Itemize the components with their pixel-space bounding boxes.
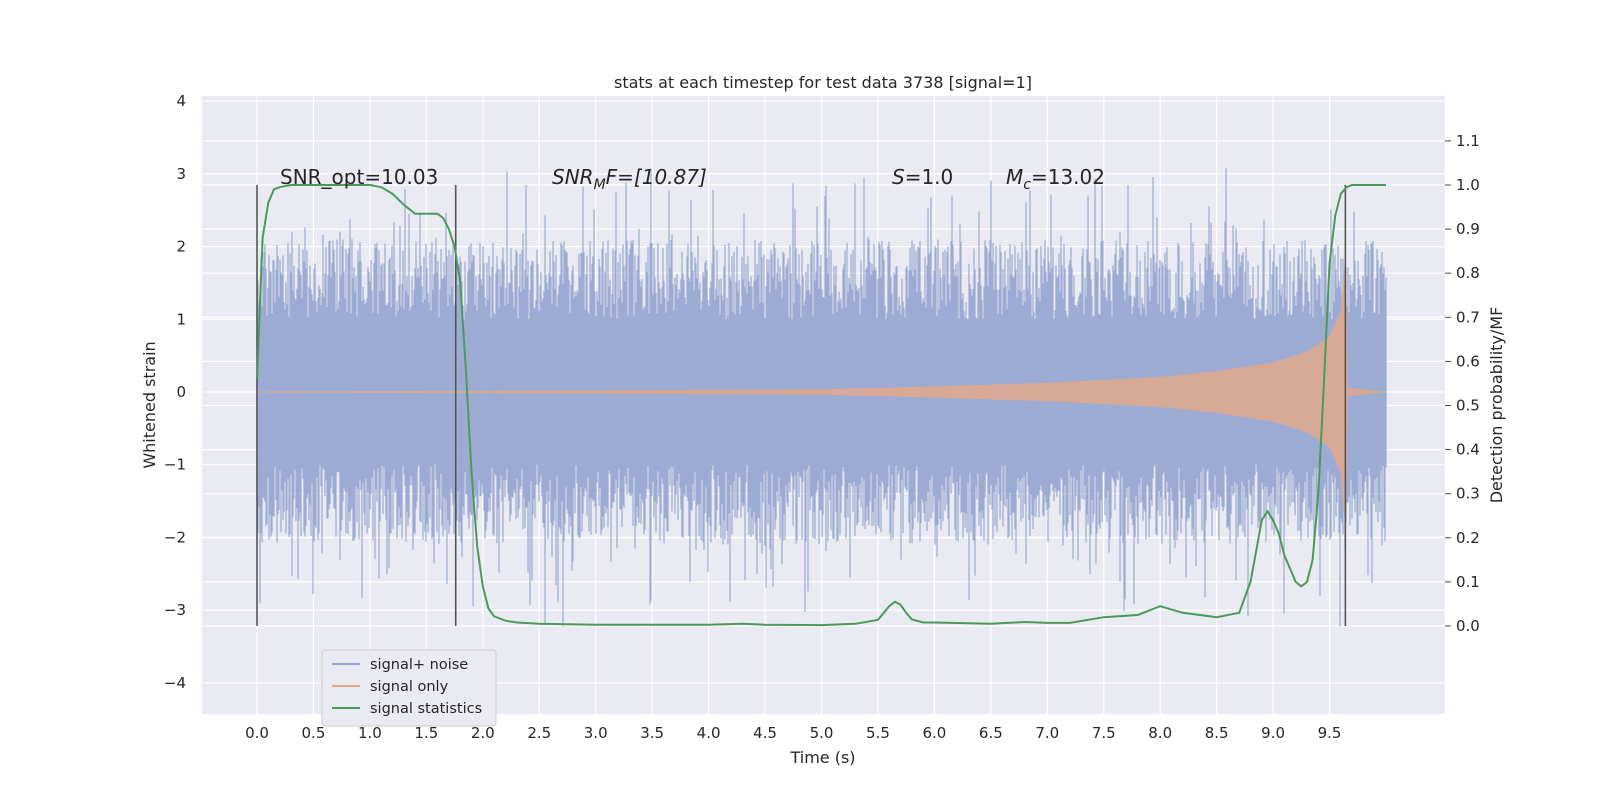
x-tick-label: 1.0 (358, 724, 382, 742)
legend-label-signal-only: signal only (370, 679, 449, 695)
x-tick-label: 4.5 (753, 724, 777, 742)
series-signal-statistics-points (256, 184, 1387, 626)
x-tick-label: 7.0 (1035, 724, 1059, 742)
x-tick-label: 3.5 (640, 724, 664, 742)
y2-tick-label: 0.1 (1456, 573, 1480, 591)
legend-label-signal-plus-noise: signal+ noise (370, 657, 468, 673)
y2-tick-label: 0.5 (1456, 397, 1480, 415)
y2-tick-labels: 1.1 1.0 0.9 0.8 0.7 0.6 0.5 0.4 0.3 0.2 0.1 0.0 (1456, 132, 1480, 635)
x-tick-label: 9.5 (1318, 724, 1342, 742)
annotation-s-italic: S (892, 165, 905, 189)
y2-tick-label: 0.4 (1456, 441, 1480, 459)
y2-tick-label: 1.0 (1456, 176, 1480, 194)
annotation-snr-mf-main: SNR (552, 165, 594, 189)
annotation-snr-mf: SNRMF=[10.87] (552, 165, 707, 193)
annotation-mc-italic: M (1006, 165, 1023, 189)
annotation-snr-mf-sub: M (594, 177, 606, 193)
x-tick-label: 8.0 (1148, 724, 1172, 742)
x-tick-label: 6.0 (922, 724, 946, 742)
signal-only-trace (257, 261, 1387, 523)
y-tick-labels: 4 3 2 1 0 −1 −2 −3 −4 (164, 92, 186, 692)
y-tick-label: 3 (176, 165, 186, 183)
x-tick-label: 6.5 (979, 724, 1003, 742)
y2-tick-label: 0.3 (1456, 485, 1480, 503)
y-axis-title: Whitened strain (140, 341, 159, 468)
y2-tick-label: 0.2 (1456, 529, 1480, 547)
annotation-mc: Mc=13.02 (1006, 165, 1105, 193)
x-tick-label: 1.5 (414, 724, 438, 742)
legend-label-signal-statistics: signal statistics (370, 701, 482, 717)
x-tick-label: 2.0 (471, 724, 495, 742)
y2-tick-label: 0.8 (1456, 264, 1480, 282)
series-signal-only (257, 261, 1387, 523)
y2-tick-label: 1.1 (1456, 132, 1480, 150)
y-tick-label: −1 (164, 456, 186, 474)
x-tick-label: 7.5 (1092, 724, 1116, 742)
chart-title: stats at each timestep for test data 373… (614, 73, 1032, 92)
legend: signal+ noise signal only signal statist… (321, 649, 497, 727)
y2-tick-label: 0.6 (1456, 352, 1480, 370)
annotation-s-rest: =1.0 (905, 165, 954, 189)
annotation-snr-opt: SNR_opt=10.03 (280, 165, 438, 189)
y2-tick-label: 0.7 (1456, 308, 1480, 326)
y2-tick-label: 0.0 (1456, 617, 1480, 635)
x-tick-label: 5.5 (866, 724, 890, 742)
x-tick-labels: 0.0 0.5 1.0 1.5 2.0 2.5 3.0 3.5 4.0 4.5 5.0 5.5 6.0 6… (245, 724, 1341, 742)
x-tick-label: 2.5 (527, 724, 551, 742)
x-tick-label: 0.5 (302, 724, 326, 742)
x-tick-label: 0.0 (245, 724, 269, 742)
x-tick-label: 9.0 (1261, 724, 1285, 742)
x-tick-label: 8.5 (1205, 724, 1229, 742)
y-tick-label: −3 (164, 601, 186, 619)
y2-axis-title: Detection probability/MF (1487, 307, 1506, 504)
x-tick-label: 5.0 (810, 724, 834, 742)
annotation-s: S=1.0 (892, 165, 953, 189)
y-tick-label: 2 (176, 238, 186, 256)
y2-tick-label: 0.9 (1456, 220, 1480, 238)
y-tick-label: −4 (164, 674, 186, 692)
x-tick-label: 3.0 (584, 724, 608, 742)
y-tick-label: 4 (176, 92, 186, 110)
y-tick-label: 0 (176, 383, 186, 401)
y-tick-label: 1 (176, 310, 186, 328)
x-axis-title: Time (s) (789, 748, 855, 767)
legend-box (321, 649, 497, 727)
x-tick-label: 4.0 (697, 724, 721, 742)
annotation-mc-sub: c (1023, 177, 1031, 193)
y-tick-label: −2 (164, 528, 186, 546)
annotation-snr-mf-rest: F=[10.87] (606, 165, 707, 189)
annotation-mc-rest: =13.02 (1031, 165, 1105, 189)
